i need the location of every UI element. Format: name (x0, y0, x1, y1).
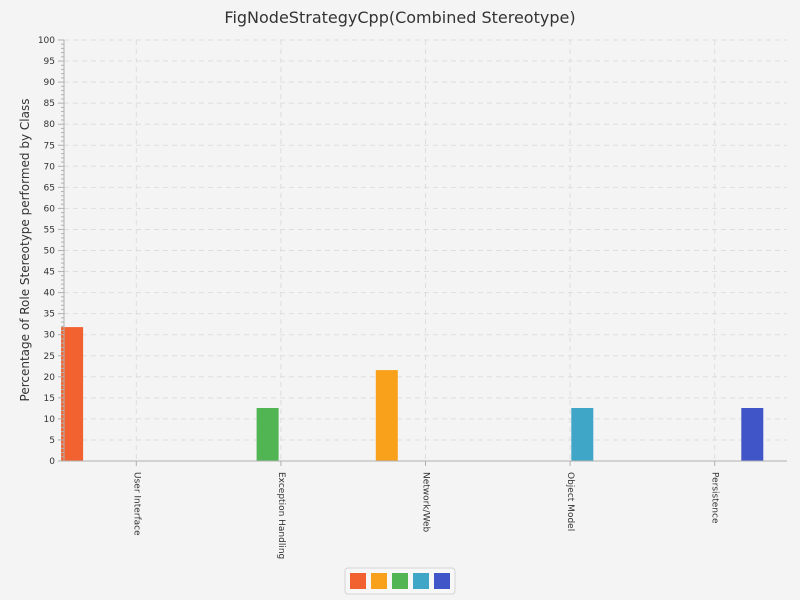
y-tick-label: 10 (44, 415, 56, 425)
y-ticks: 0 5 10 15 20 25 30 35 40 45 50 55 60 65 70 75 80 85 90 95 10… (38, 36, 55, 467)
bars (61, 327, 764, 461)
y-tick-label: 15 (44, 394, 55, 404)
x-tick-label: Network/Web (421, 472, 431, 533)
bar (375, 370, 398, 461)
bar (256, 408, 279, 461)
x-tick-label: Persistence (710, 472, 720, 524)
y-tick-label: 60 (44, 204, 56, 214)
y-tick-label: 5 (49, 436, 55, 446)
y-tick-label: 65 (44, 183, 55, 193)
y-tick-label: 70 (44, 162, 56, 172)
legend-swatch (371, 573, 387, 589)
legend-swatch (350, 573, 366, 589)
y-tick-label: 25 (44, 352, 55, 362)
bar (571, 408, 594, 461)
x-tick-label: User Interface (131, 472, 141, 536)
axes (58, 39, 787, 466)
y-tick-label: 45 (44, 268, 55, 278)
y-tick-label: 35 (44, 310, 55, 320)
y-tick-label: 30 (44, 331, 56, 341)
y-tick-label: 75 (44, 141, 55, 151)
y-tick-label: 55 (44, 225, 55, 235)
y-tick-label: 80 (44, 120, 56, 130)
x-tick-label: Object Model (565, 472, 575, 531)
y-axis-label: Percentage of Role Stereotype performed … (18, 99, 32, 402)
y-tick-label: 90 (44, 78, 56, 88)
x-tick-label: Exception Handling (276, 472, 286, 559)
x-ticks: User Interface Exception Handling Network/… (131, 472, 719, 559)
bar (61, 327, 84, 461)
y-tick-label: 100 (38, 36, 55, 46)
grid (64, 39, 787, 461)
bar (741, 408, 764, 461)
legend-swatch (434, 573, 450, 589)
y-tick-label: 20 (44, 373, 56, 383)
y-tick-label: 85 (44, 99, 55, 109)
y-tick-label: 40 (44, 289, 56, 299)
y-tick-label: 50 (44, 247, 56, 257)
legend-swatch (413, 573, 429, 589)
y-tick-label: 95 (44, 57, 55, 67)
legend-swatch (392, 573, 408, 589)
legend (344, 567, 456, 595)
chart-title: FigNodeStrategyCpp(Combined Stereotype) (224, 8, 575, 27)
y-tick-label: 0 (49, 457, 55, 467)
